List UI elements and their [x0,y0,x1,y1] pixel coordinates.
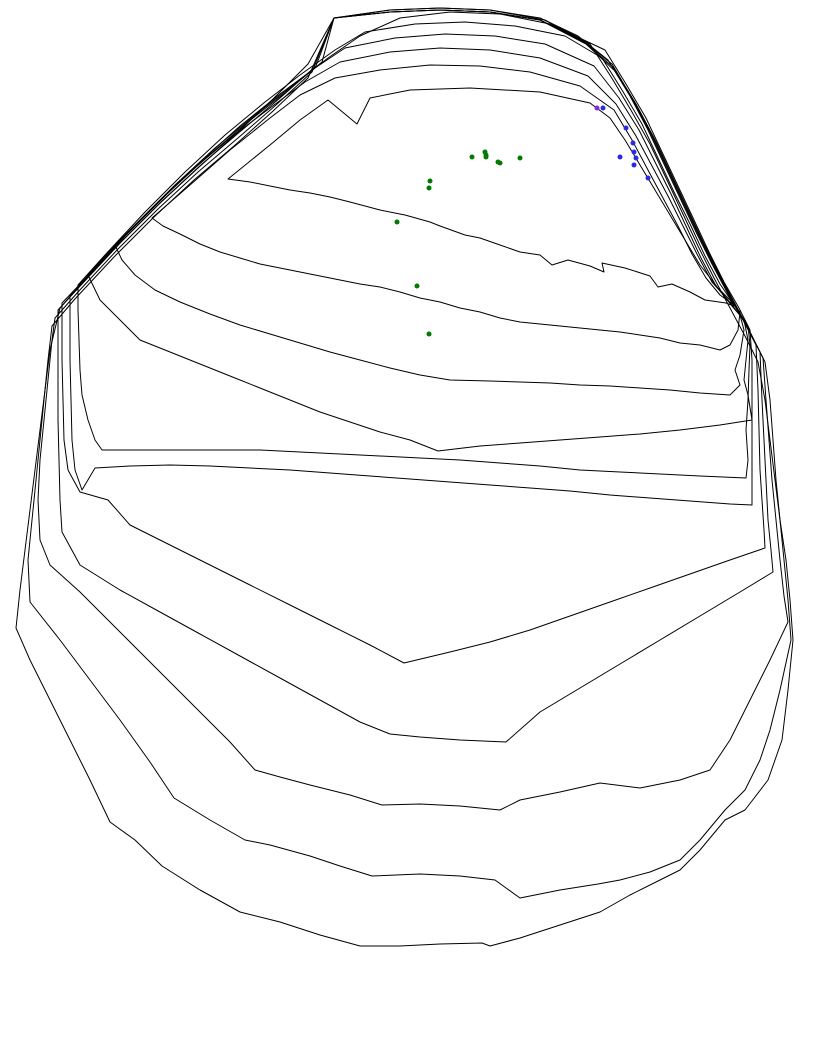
contour-2 [151,64,741,351]
blue-point-2 [623,125,629,131]
blue-point-3 [630,140,636,146]
contour-10 [27,9,792,899]
blue-point-4 [631,149,637,155]
green-point-6 [517,155,523,161]
contour-3 [114,47,745,396]
purple-points [594,105,600,111]
contour-lines [15,7,794,947]
blue-point-6 [617,154,623,160]
green-point-11 [426,331,432,337]
blue-points [600,105,651,181]
contour-9 [37,9,789,811]
green-point-5 [497,160,503,166]
contour-6 [69,11,753,506]
contour-4 [87,33,753,452]
green-point-3 [469,154,475,160]
green-point-10 [414,283,420,289]
green-point-12 [483,152,489,158]
purple-point-1 [594,105,600,111]
blue-point-8 [645,175,651,181]
green-points [394,149,523,337]
contour-7 [61,7,766,664]
blue-point-7 [631,162,637,168]
green-point-8 [426,185,432,191]
blue-point-1 [600,105,606,111]
contour-8 [57,9,774,743]
green-point-7 [427,178,433,184]
blue-point-5 [633,155,639,161]
green-point-9 [394,219,400,225]
contour-5 [77,21,751,479]
contour-1 [227,87,735,307]
contour-11 [15,7,794,947]
